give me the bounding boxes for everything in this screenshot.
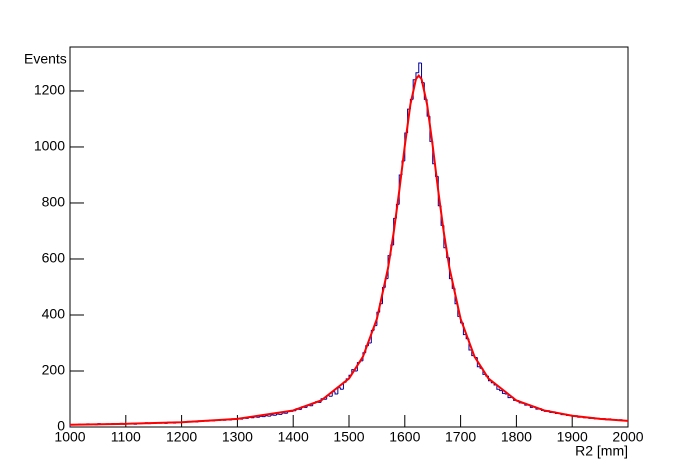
y-tick-label: 1000 [34, 138, 65, 154]
x-tick-label: 1000 [54, 429, 85, 445]
y-tick-label: 800 [42, 194, 66, 210]
histogram-bin [334, 391, 338, 395]
histogram-bin [415, 72, 419, 80]
histogram-bin [418, 62, 422, 73]
x-tick-label: 1800 [501, 429, 532, 445]
histogram-bin [501, 390, 506, 394]
histogram-bin [340, 387, 344, 390]
x-tick-label: 1500 [333, 429, 364, 445]
y-tick-label: 200 [42, 362, 66, 378]
y-tick-label: 1200 [34, 82, 65, 98]
histogram-bin [270, 414, 274, 417]
y-tick-label: 0 [57, 418, 65, 434]
x-tick-label: 2000 [612, 429, 643, 445]
histogram-bin [499, 389, 503, 392]
x-tick-label: 1200 [166, 429, 197, 445]
y-axis-title: Events [24, 51, 67, 67]
y-tick-label: 600 [42, 250, 66, 266]
histogram-bin [496, 384, 500, 390]
x-tick-label: 1100 [111, 429, 141, 445]
histogram-bin [328, 395, 333, 397]
y-tick-label: 400 [42, 306, 66, 322]
x-tick-label: 1600 [389, 429, 420, 445]
x-axis-title: R2 [mm] [575, 443, 628, 459]
x-tick-label: 1900 [557, 429, 588, 445]
x-tick-label: 1300 [222, 429, 253, 445]
histogram-bin [507, 393, 511, 399]
histogram-bin [275, 413, 280, 416]
histogram-bin [264, 415, 269, 417]
x-tick-label: 1400 [278, 429, 309, 445]
x-tick-label: 1700 [445, 429, 476, 445]
fit-curve [69, 73, 629, 426]
